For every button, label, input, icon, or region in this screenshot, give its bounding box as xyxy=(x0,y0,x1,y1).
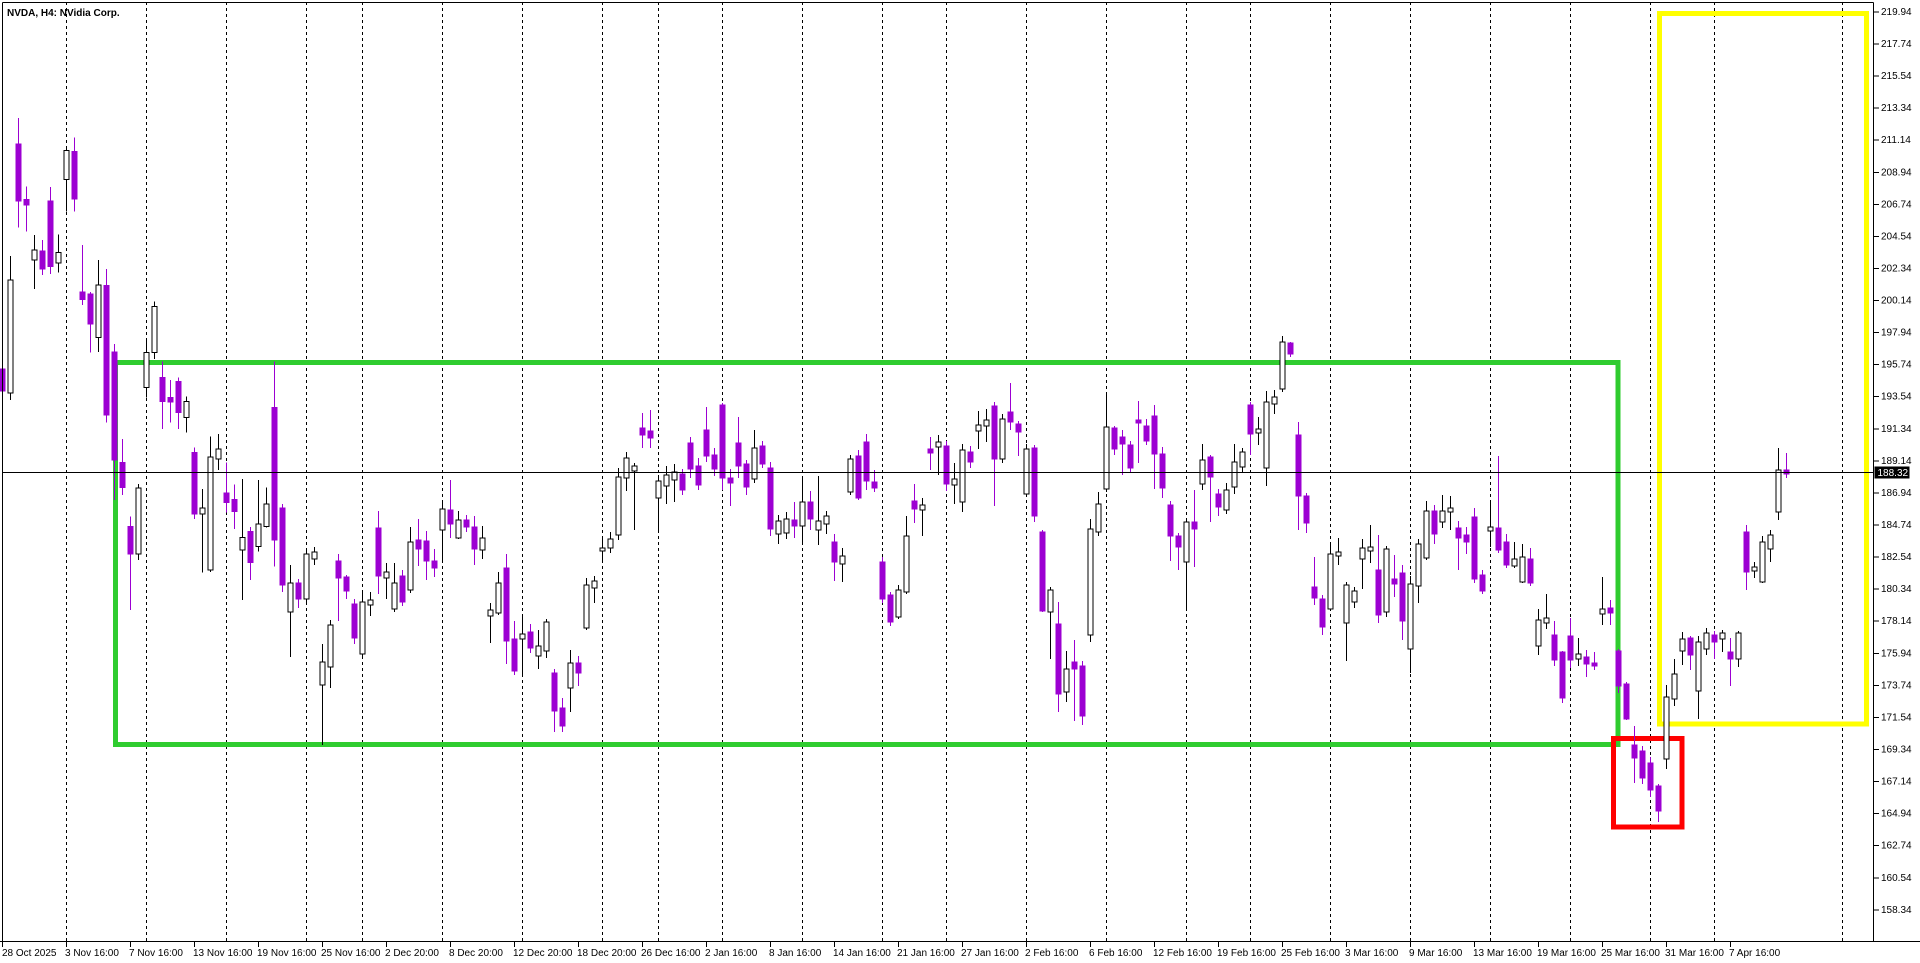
svg-text:21 Jan 16:00: 21 Jan 16:00 xyxy=(897,948,955,959)
svg-text:217.74: 217.74 xyxy=(1881,39,1912,50)
svg-text:191.34: 191.34 xyxy=(1881,424,1912,435)
svg-text:193.54: 193.54 xyxy=(1881,392,1912,403)
svg-text:2 Dec 20:00: 2 Dec 20:00 xyxy=(385,948,439,959)
svg-text:28 Oct 2025: 28 Oct 2025 xyxy=(2,948,57,959)
svg-text:13 Nov 16:00: 13 Nov 16:00 xyxy=(193,948,253,959)
svg-text:8 Jan 16:00: 8 Jan 16:00 xyxy=(769,948,822,959)
svg-text:18 Dec 20:00: 18 Dec 20:00 xyxy=(577,948,637,959)
svg-text:8 Dec 20:00: 8 Dec 20:00 xyxy=(449,948,503,959)
svg-text:26 Dec 16:00: 26 Dec 16:00 xyxy=(641,948,701,959)
svg-text:171.54: 171.54 xyxy=(1881,712,1912,723)
svg-text:188.32: 188.32 xyxy=(1878,468,1909,479)
svg-text:213.34: 213.34 xyxy=(1881,103,1912,114)
svg-text:19 Mar 16:00: 19 Mar 16:00 xyxy=(1537,948,1596,959)
svg-text:25 Feb 16:00: 25 Feb 16:00 xyxy=(1281,948,1340,959)
svg-text:13 Mar 16:00: 13 Mar 16:00 xyxy=(1473,948,1532,959)
svg-text:2 Jan 16:00: 2 Jan 16:00 xyxy=(705,948,758,959)
svg-text:206.74: 206.74 xyxy=(1881,199,1912,210)
svg-text:178.14: 178.14 xyxy=(1881,616,1912,627)
svg-text:12 Dec 20:00: 12 Dec 20:00 xyxy=(513,948,573,959)
svg-text:160.54: 160.54 xyxy=(1881,873,1912,884)
svg-text:2 Feb 16:00: 2 Feb 16:00 xyxy=(1025,948,1079,959)
svg-text:197.94: 197.94 xyxy=(1881,328,1912,339)
svg-text:25 Nov 16:00: 25 Nov 16:00 xyxy=(321,948,381,959)
svg-text:175.94: 175.94 xyxy=(1881,648,1912,659)
svg-text:3 Mar 16:00: 3 Mar 16:00 xyxy=(1345,948,1399,959)
svg-text:211.14: 211.14 xyxy=(1881,135,1911,146)
svg-text:162.74: 162.74 xyxy=(1881,841,1912,852)
svg-text:182.54: 182.54 xyxy=(1881,552,1912,563)
svg-text:25 Mar 16:00: 25 Mar 16:00 xyxy=(1601,948,1660,959)
svg-text:7 Apr 16:00: 7 Apr 16:00 xyxy=(1729,948,1781,959)
svg-text:19 Nov 16:00: 19 Nov 16:00 xyxy=(257,948,317,959)
svg-text:7 Nov 16:00: 7 Nov 16:00 xyxy=(129,948,183,959)
svg-text:164.94: 164.94 xyxy=(1881,809,1912,820)
svg-text:31 Mar 16:00: 31 Mar 16:00 xyxy=(1665,948,1724,959)
svg-text:169.34: 169.34 xyxy=(1881,745,1912,756)
svg-text:173.74: 173.74 xyxy=(1881,680,1912,691)
svg-text:180.34: 180.34 xyxy=(1881,584,1912,595)
svg-text:215.54: 215.54 xyxy=(1881,71,1912,82)
svg-text:184.74: 184.74 xyxy=(1881,520,1912,531)
svg-text:219.94: 219.94 xyxy=(1881,7,1912,18)
svg-text:158.34: 158.34 xyxy=(1881,905,1912,916)
svg-text:3 Nov 16:00: 3 Nov 16:00 xyxy=(65,948,119,959)
svg-text:195.74: 195.74 xyxy=(1881,360,1912,371)
svg-text:NVDA, H4: NVidia Corp.: NVDA, H4: NVidia Corp. xyxy=(7,8,120,19)
svg-text:208.94: 208.94 xyxy=(1881,167,1912,178)
svg-text:19 Feb 16:00: 19 Feb 16:00 xyxy=(1217,948,1276,959)
svg-text:189.14: 189.14 xyxy=(1881,456,1912,467)
svg-text:204.54: 204.54 xyxy=(1881,231,1912,242)
svg-text:27 Jan 16:00: 27 Jan 16:00 xyxy=(961,948,1019,959)
svg-text:14 Jan 16:00: 14 Jan 16:00 xyxy=(833,948,891,959)
svg-text:200.14: 200.14 xyxy=(1881,296,1912,307)
svg-text:12 Feb 16:00: 12 Feb 16:00 xyxy=(1153,948,1212,959)
svg-text:6 Feb 16:00: 6 Feb 16:00 xyxy=(1089,948,1143,959)
svg-text:167.14: 167.14 xyxy=(1881,777,1912,788)
svg-text:202.34: 202.34 xyxy=(1881,263,1912,274)
svg-text:9 Mar 16:00: 9 Mar 16:00 xyxy=(1409,948,1463,959)
svg-text:186.94: 186.94 xyxy=(1881,488,1912,499)
